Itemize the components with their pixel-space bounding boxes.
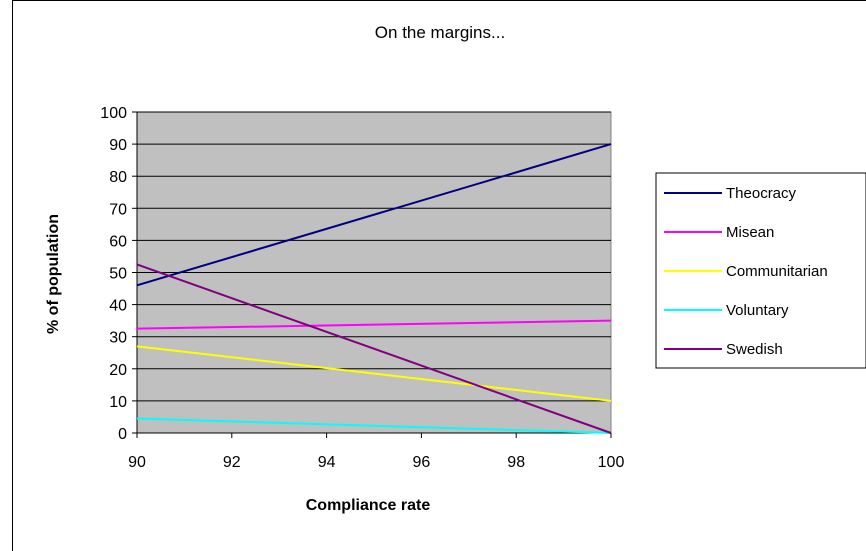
y-tick-label: 10 — [109, 394, 127, 411]
x-tick-label: 92 — [223, 454, 241, 471]
chart-title: On the margins... — [375, 23, 505, 42]
y-tick-label: 70 — [109, 201, 127, 218]
y-axis-tick-labels: 0 10 20 30 40 50 60 70 80 90 100 — [100, 105, 137, 443]
x-axis-label: Compliance rate — [306, 497, 431, 514]
legend-label-swedish: Swedish — [726, 341, 783, 358]
y-tick-label: 50 — [109, 266, 127, 283]
series-line-voluntary — [136, 417, 612, 434]
x-tick-label: 90 — [128, 454, 146, 471]
legend-label-theocracy: Theocracy — [726, 185, 797, 202]
legend-label-communitarian: Communitarian — [726, 263, 828, 280]
x-tick-label: 96 — [413, 454, 431, 471]
y-axis-label: % of population — [45, 214, 62, 334]
x-tick-label: 98 — [507, 454, 525, 471]
series-line-theocracy — [136, 143, 612, 287]
y-tick-label: 60 — [109, 233, 127, 250]
y-tick-label: 80 — [109, 169, 127, 186]
y-tick-label: 20 — [109, 362, 127, 379]
y-tick-label: 40 — [109, 298, 127, 315]
legend: Theocracy Misean Communitarian Voluntary Swe… — [655, 172, 866, 369]
y-tick-label: 90 — [109, 137, 127, 154]
y-tick-label: 0 — [118, 426, 127, 443]
series-line-communitarian — [136, 345, 612, 402]
legend-label-voluntary: Voluntary — [726, 302, 789, 319]
y-tick-label: 30 — [109, 330, 127, 347]
series-line-swedish — [136, 263, 612, 434]
legend-label-misean: Misean — [726, 224, 774, 241]
plot-area — [136, 111, 612, 434]
series-line-misean — [136, 319, 612, 330]
x-axis-tick-labels: 90 92 94 96 98 100 — [128, 433, 624, 471]
x-tick-label: 94 — [318, 454, 336, 471]
y-tick-label: 100 — [100, 105, 127, 122]
x-tick-label: 100 — [598, 454, 625, 471]
